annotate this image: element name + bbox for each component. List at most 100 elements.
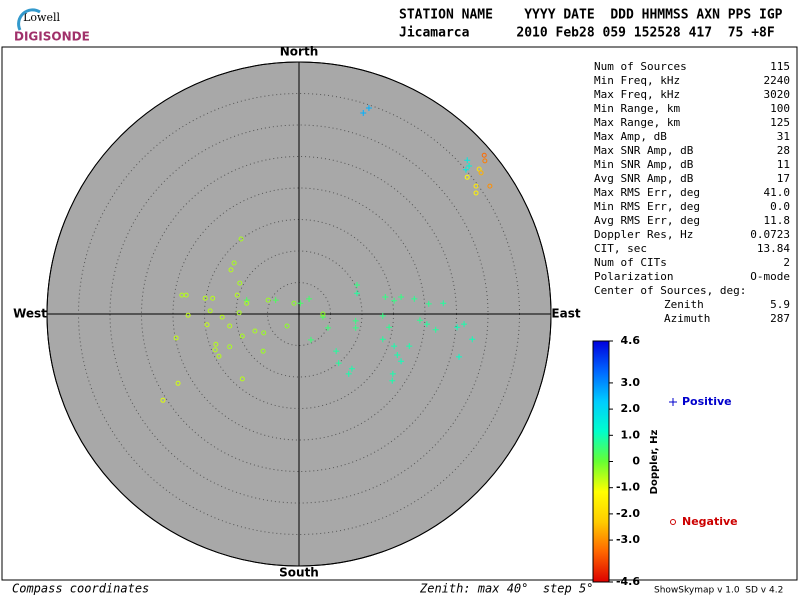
source-positive <box>423 321 430 328</box>
colorbar-tick-label: -2.0 <box>616 507 640 520</box>
stat-label: Avg SNR Amp, dB <box>594 172 694 185</box>
source-positive <box>461 321 468 328</box>
source-negative <box>320 311 326 317</box>
stat-label: Min Freq, kHz <box>594 74 680 87</box>
center-label: Zenith <box>664 298 704 311</box>
source-positive <box>297 300 304 307</box>
center-title: Center of Sources, deg: <box>594 284 746 297</box>
stat-value: 28 <box>777 144 790 157</box>
stat-value: 11.8 <box>764 214 791 227</box>
source-positive <box>324 324 331 331</box>
stat-label: Max RMS Err, deg <box>594 186 700 199</box>
stat-label: Doppler Res, Hz <box>594 228 693 241</box>
source-positive <box>345 370 352 377</box>
stat-value: 13.84 <box>757 242 790 255</box>
source-negative <box>291 300 297 306</box>
footer-middle: Zenith: max 40° step 5° <box>419 582 593 596</box>
source-positive <box>386 324 393 331</box>
source-negative <box>219 314 225 320</box>
stat-label: Min Range, km <box>594 102 680 115</box>
source-negative <box>183 292 189 298</box>
center-value: 287 <box>770 312 790 325</box>
source-positive <box>307 336 314 343</box>
source-negative <box>160 397 166 403</box>
stat-label: Min RMS Err, deg <box>594 200 700 213</box>
source-negative <box>185 312 191 318</box>
stat-label: Max SNR Amp, dB <box>594 144 694 157</box>
source-negative <box>234 292 240 298</box>
stat-value: 31 <box>777 130 790 143</box>
source-positive <box>416 317 423 324</box>
source-negative <box>216 353 222 359</box>
source-negative <box>238 236 244 242</box>
legend-label: Positive <box>682 395 732 408</box>
stat-value: 115 <box>770 60 790 73</box>
stat-value: 0.0 <box>770 200 790 213</box>
source-positive <box>348 365 355 372</box>
stat-label: Min SNR Amp, dB <box>594 158 694 171</box>
source-negative <box>487 183 493 189</box>
source-positive <box>379 336 386 343</box>
stat-label: Max Freq, kHz <box>594 88 680 101</box>
source-negative <box>237 280 243 286</box>
source-negative <box>231 260 237 266</box>
source-positive <box>389 377 396 384</box>
colorbar-tick-label: -3.0 <box>616 533 640 546</box>
colorbar-tick-label: -1.0 <box>616 481 640 494</box>
colorbar-tick-label: -4.6 <box>616 575 640 588</box>
source-positive <box>352 324 359 331</box>
source-positive <box>353 282 360 289</box>
source-positive <box>379 312 386 319</box>
compass-north: North <box>280 45 318 59</box>
source-negative <box>173 335 179 341</box>
stat-value: 11 <box>777 158 790 171</box>
source-negative <box>481 152 487 158</box>
center-value: 5.9 <box>770 298 790 311</box>
stat-value: 41.0 <box>764 186 791 199</box>
stat-label: Max Range, km <box>594 116 680 129</box>
source-negative <box>239 333 245 339</box>
source-negative <box>473 183 479 189</box>
stat-value: 0.0723 <box>750 228 790 241</box>
source-positive <box>394 351 401 358</box>
source-negative <box>227 344 233 350</box>
source-negative <box>482 158 488 164</box>
source-positive <box>432 326 439 333</box>
colorbar-label: Doppler, Hz <box>649 430 660 495</box>
source-positive <box>454 324 461 331</box>
source-positive <box>360 110 367 117</box>
legend-label: Negative <box>682 515 738 528</box>
frame <box>1 46 798 581</box>
source-positive <box>365 104 372 111</box>
colorbar-tick-label: 4.6 <box>621 334 641 347</box>
source-positive <box>389 370 396 377</box>
source-negative <box>175 380 181 386</box>
source-negative <box>213 341 219 347</box>
colorbar-tick-label: 2.0 <box>621 402 641 415</box>
source-positive <box>456 353 463 360</box>
stat-label: Polarization <box>594 270 673 283</box>
stat-label: Avg RMS Err, deg <box>594 214 700 227</box>
stat-label: Max Amp, dB <box>594 130 667 143</box>
source-negative <box>260 348 266 354</box>
source-positive <box>382 293 389 300</box>
colorbar-tick-label: 0 <box>632 455 640 468</box>
colorbar-tick-label: 1.0 <box>621 428 641 441</box>
source-negative <box>202 295 208 301</box>
source-positive <box>353 290 360 297</box>
source-negative <box>210 295 216 301</box>
source-positive <box>319 314 326 321</box>
source-negative <box>228 267 234 273</box>
compass-south: South <box>279 566 319 580</box>
stat-value: 2 <box>783 256 790 269</box>
source-positive <box>406 343 413 350</box>
source-negative <box>207 308 213 314</box>
stat-value: 17 <box>777 172 790 185</box>
legend-marker <box>670 519 676 525</box>
stat-label: Num of Sources <box>594 60 687 73</box>
stat-value: 125 <box>770 116 790 129</box>
source-negative <box>212 347 218 353</box>
logo-bottom: DIGISONDE <box>14 30 90 44</box>
source-negative <box>239 376 245 382</box>
